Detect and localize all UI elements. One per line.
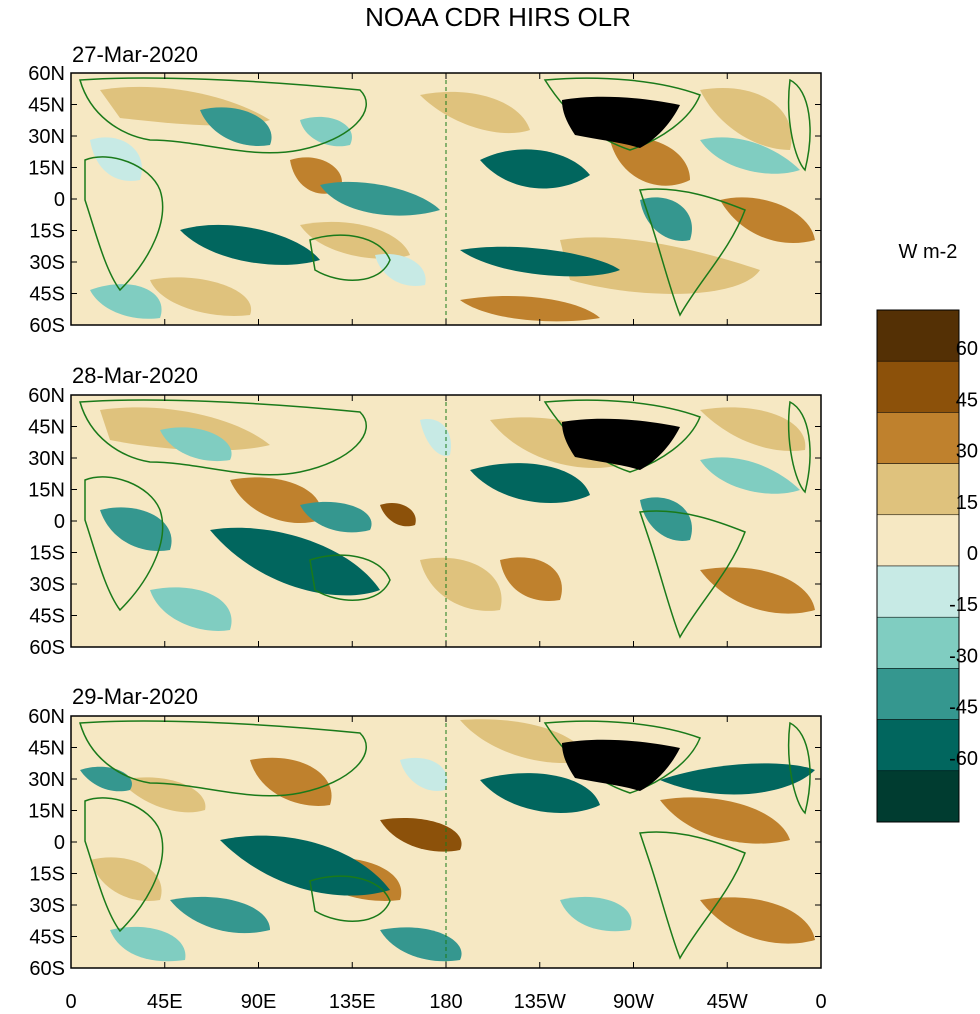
- lat-tick-label: 15S: [29, 864, 65, 886]
- us-mask: [562, 739, 680, 791]
- lat-tick-label: 45N: [28, 95, 65, 117]
- panel-date-label: 27-Mar-2020: [72, 42, 198, 67]
- lat-tick-label: 15S: [29, 543, 65, 565]
- lat-tick-label: 45S: [29, 284, 65, 306]
- anomaly-field: [79, 73, 815, 325]
- lat-tick-label: 60N: [28, 63, 65, 85]
- colorbar-label: -15: [949, 594, 978, 616]
- colorbar-swatch: [876, 412, 960, 464]
- anomaly-field: [79, 716, 815, 968]
- lat-tick-label: 45N: [28, 738, 65, 760]
- colorbar-label: 45: [956, 389, 978, 411]
- colorbar-label: -45: [949, 697, 978, 719]
- lat-tick-label: 0: [54, 511, 65, 533]
- colorbar: 60 45 30 15 0 -15 -30 -45 -60: [876, 309, 978, 823]
- colorbar-swatch: [876, 463, 960, 516]
- us-mask: [562, 418, 680, 470]
- lat-tick-label: 15N: [28, 480, 65, 502]
- lat-tick-label: 60S: [29, 958, 65, 980]
- lat-tick-label: 60N: [28, 385, 65, 407]
- colorbar-label: -30: [949, 645, 978, 667]
- lat-tick-label: 60N: [28, 706, 65, 728]
- lon-tick-label: 135W: [514, 991, 566, 1013]
- lat-tick-label: 30N: [28, 126, 65, 148]
- colorbar-label: 15: [956, 492, 978, 514]
- lat-tick-label: 60S: [29, 315, 65, 337]
- lon-tick-label: 180: [429, 991, 462, 1013]
- lon-tick-label: 90W: [613, 991, 654, 1013]
- colorbar-label: 60: [956, 338, 978, 360]
- lat-tick-label: 15S: [29, 221, 65, 243]
- colorbar-label: -60: [949, 748, 978, 770]
- figure-title: NOAA CDR HIRS OLR: [365, 2, 631, 32]
- colorbar-label: 0: [967, 543, 978, 565]
- lat-tick-label: 60S: [29, 637, 65, 659]
- lat-tick-label: 30N: [28, 448, 65, 470]
- colorbar-swatch: [876, 565, 960, 618]
- lat-tick-label: 45S: [29, 927, 65, 949]
- map-panel-2: 28-Mar-2020: [70, 363, 822, 648]
- lon-tick-label: 90E: [241, 991, 277, 1013]
- lat-tick-label: 15N: [28, 801, 65, 823]
- lat-tick-label: 0: [54, 189, 65, 211]
- colorbar-swatch: [876, 360, 960, 413]
- colorbar-swatch: [876, 719, 960, 772]
- lon-tick-label: 135E: [329, 991, 376, 1013]
- us-mask: [562, 96, 680, 148]
- lon-tick-label: 45W: [707, 991, 748, 1013]
- lat-tick-label: 30S: [29, 252, 65, 274]
- lat-tick-label: 30N: [28, 769, 65, 791]
- colorbar-swatch: [876, 514, 960, 567]
- lon-tick-label: 0: [815, 991, 826, 1013]
- lon-tick-label: 0: [65, 991, 76, 1013]
- lat-tick-label: 30S: [29, 895, 65, 917]
- lat-tick-label: 30S: [29, 574, 65, 596]
- lat-tick-label: 45S: [29, 606, 65, 628]
- anomaly-field: [79, 395, 815, 647]
- map-panel-1: 27-Mar-2020: [70, 42, 822, 326]
- panel-date-label: 28-Mar-2020: [72, 363, 198, 388]
- lat-tick-label: 15N: [28, 158, 65, 180]
- lat-tick-label: 0: [54, 832, 65, 854]
- lon-tick-label: 45E: [147, 991, 183, 1013]
- colorbar-label: 30: [956, 441, 978, 463]
- panel-date-label: 29-Mar-2020: [72, 684, 198, 709]
- map-axes: 60N 45N 30N 15N 0 15S 30S 45S 60S 60N 45N 30N 15N 0 15…: [28, 63, 826, 1013]
- colorbar-swatch: [876, 309, 960, 362]
- colorbar-swatch: [876, 616, 960, 669]
- colorbar-swatch: [876, 668, 960, 720]
- lat-tick-label: 45N: [28, 417, 65, 439]
- units-label: W m-2: [899, 241, 958, 263]
- colorbar-frame: [876, 309, 960, 823]
- colorbar-swatch: [876, 770, 960, 823]
- map-panel-3: 29-Mar-2020: [70, 684, 822, 969]
